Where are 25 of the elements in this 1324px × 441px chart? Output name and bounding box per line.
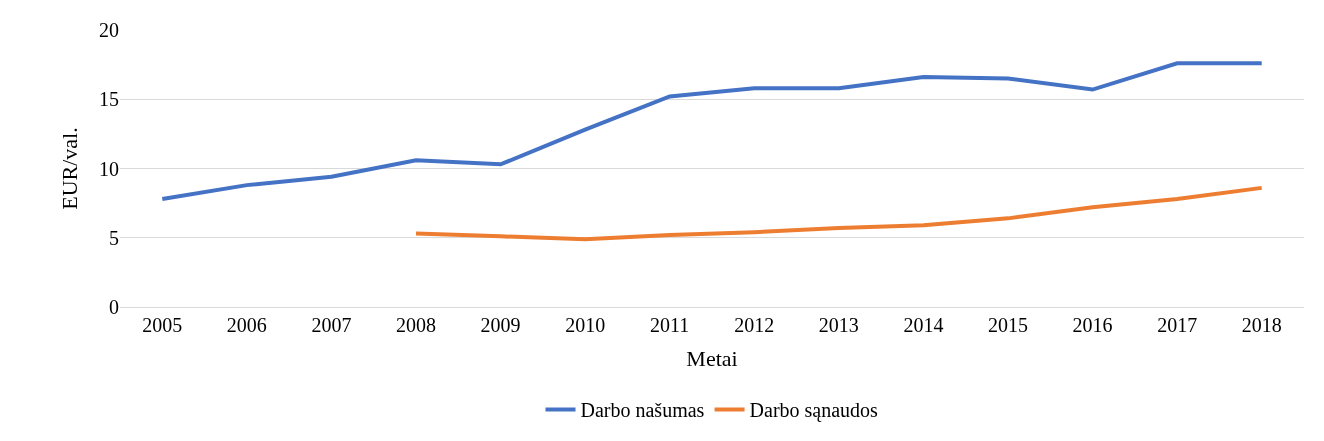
x-tick-label: 2010 bbox=[565, 314, 606, 336]
y-tick-label: 20 bbox=[99, 19, 119, 41]
x-tick-label: 2008 bbox=[396, 314, 436, 336]
x-tick-label: 2015 bbox=[988, 314, 1028, 336]
y-tick-label: 5 bbox=[109, 226, 119, 249]
x-axis-title: Metai bbox=[686, 345, 738, 371]
x-tick-label: 2017 bbox=[1157, 314, 1198, 336]
x-tick-label: 2016 bbox=[1072, 314, 1113, 336]
legend-label: Darbo sąnaudos bbox=[749, 399, 879, 423]
x-tick-label: 2018 bbox=[1241, 314, 1282, 336]
y-tick-label: 10 bbox=[99, 157, 119, 180]
x-tick-label: 2012 bbox=[734, 314, 775, 336]
line-series bbox=[160, 61, 1264, 201]
y-tick-label: 15 bbox=[99, 88, 119, 111]
x-tick-label: 2014 bbox=[903, 314, 944, 336]
x-tick-label: 2006 bbox=[226, 314, 267, 336]
x-tick-label: 2011 bbox=[650, 314, 690, 336]
y-tick-label: 0 bbox=[109, 296, 119, 318]
legend-label: Darbo našumas bbox=[580, 399, 705, 422]
line-series bbox=[414, 185, 1264, 242]
x-tick-label: 2005 bbox=[142, 314, 183, 336]
y-axis-title: EUR/val. bbox=[56, 127, 82, 210]
x-tick-label: 2013 bbox=[818, 314, 859, 336]
x-tick-label: 2007 bbox=[311, 314, 352, 336]
x-tick-label: 2009 bbox=[480, 314, 521, 336]
